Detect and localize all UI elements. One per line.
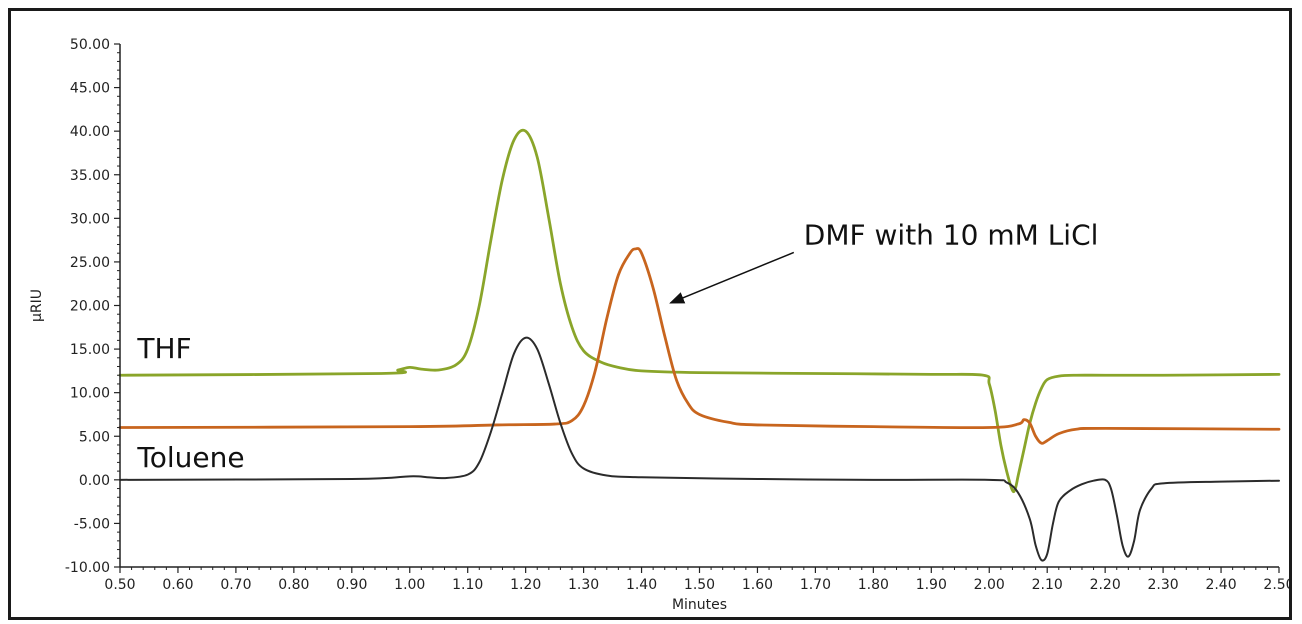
y-tick-label: 45.00 (70, 81, 110, 97)
series-layer (118, 128, 1281, 562)
x-tick-label: 1.70 (800, 577, 831, 593)
x-tick-label: 1.30 (568, 577, 599, 593)
x-tick-label: 2.30 (1148, 577, 1179, 593)
x-tick-label: 0.80 (278, 577, 309, 593)
y-tick-label: 40.00 (70, 124, 110, 140)
y-tick-label: 50.00 (70, 37, 110, 53)
series-line-toluene (119, 336, 1280, 562)
x-tick-label: 2.50 (1263, 577, 1289, 593)
y-tick-label: -5.00 (74, 516, 110, 532)
x-tick-label: 0.60 (162, 577, 193, 593)
y-tick-label: 5.00 (79, 429, 110, 445)
x-tick-label: 2.10 (1032, 577, 1063, 593)
x-tick-label: 2.20 (1090, 577, 1121, 593)
y-tick-label: 15.00 (70, 342, 110, 358)
chromatogram-chart: -10.00 -5.00 0.00 5.00 10.00 15.00 20.00 25.00 3… (29, 37, 1289, 613)
x-tick-label: 2.00 (974, 577, 1005, 593)
y-tick-label: 0.00 (79, 473, 110, 489)
annotation-toluene: Toluene (136, 441, 244, 474)
annotation-dmf-with-10-mm-licl: DMF with 10 mM LiCl (804, 218, 1099, 251)
x-tick-label: 1.90 (916, 577, 947, 593)
x-tick-label: 0.70 (220, 577, 251, 593)
x-tick-label: 1.00 (394, 577, 425, 593)
x-tick-label: 1.60 (742, 577, 773, 593)
series-line-thf (118, 128, 1281, 494)
y-tick-label: 35.00 (70, 168, 110, 184)
axes-layer: -10.00 -5.00 0.00 5.00 10.00 15.00 20.00 25.00 3… (65, 37, 1289, 593)
y-tick-label: 30.00 (70, 211, 110, 227)
y-tick-label: 25.00 (70, 255, 110, 271)
x-tick-label: 0.90 (336, 577, 367, 593)
chart-frame: -10.00 -5.00 0.00 5.00 10.00 15.00 20.00 25.00 3… (8, 8, 1292, 620)
annotation-arrow (669, 251, 795, 304)
x-tick-label: 0.50 (104, 577, 135, 593)
annotation-thf: THF (136, 332, 191, 365)
x-tick-label: 1.40 (626, 577, 657, 593)
series-line-dmf-with-10-mm-licl (118, 247, 1281, 445)
labels-layer: THF Toluene DMF with 10 mM LiCl (136, 218, 1098, 473)
x-tick-label: 1.80 (858, 577, 889, 593)
y-axis-title: µRIU (29, 289, 45, 322)
x-tick-label: 2.40 (1205, 577, 1236, 593)
x-axis-title: Minutes (672, 597, 727, 613)
x-tick-label: 1.20 (510, 577, 541, 593)
y-tick-label: 10.00 (70, 386, 110, 402)
y-tick-label: -10.00 (65, 560, 110, 576)
y-tick-label: 20.00 (70, 299, 110, 315)
x-tick-label: 1.10 (452, 577, 483, 593)
x-tick-label: 1.50 (684, 577, 715, 593)
